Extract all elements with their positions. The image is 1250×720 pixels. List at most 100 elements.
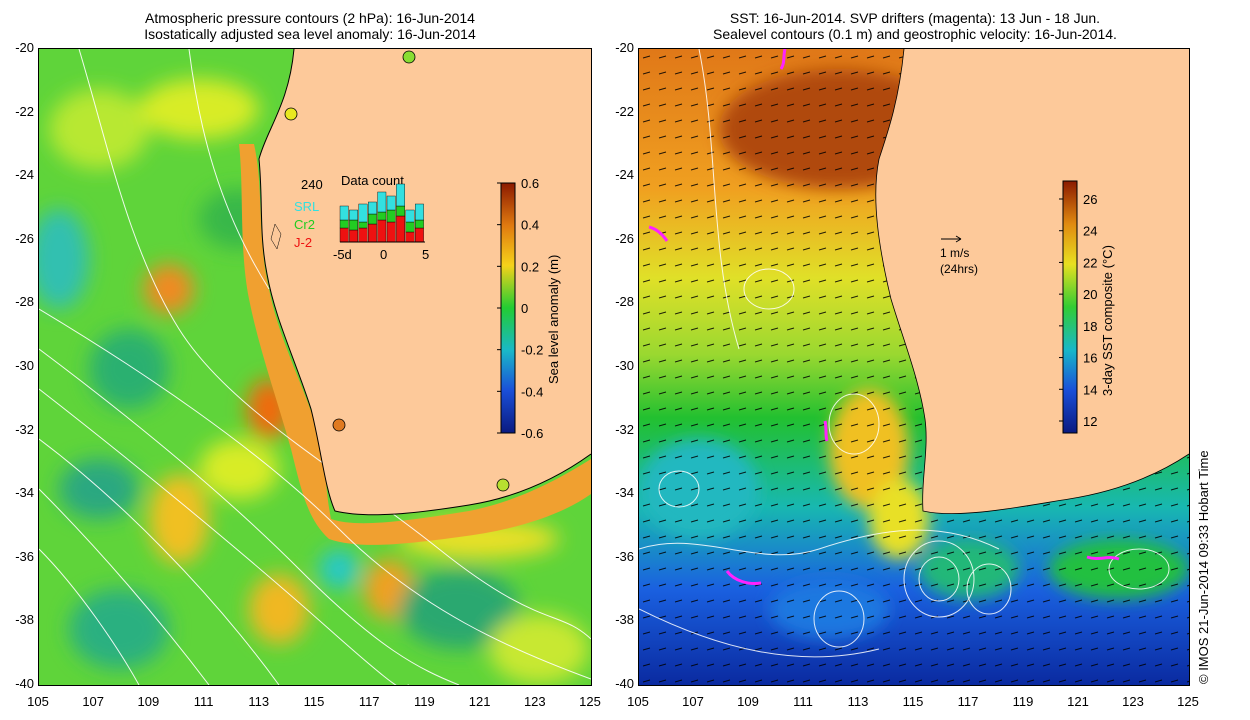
sla-colorbar-label: Sea level anomaly (m) [546,254,561,384]
x-tick-label: 109 [137,694,160,709]
y-tick-label: -26 [15,230,34,246]
inset-title: Data count [341,173,404,188]
x-tick-label: 109 [737,694,759,709]
legend-srl: SRL [294,199,319,214]
x-tick-label: 105 [27,694,49,709]
x-tick-label: 119 [1012,694,1034,709]
inset-bars [339,183,424,243]
sea-level-anomaly-map: 240 Data count SRL Cr2 J-2 -5d 0 5 [38,48,592,686]
data-count-inset: 240 Data count SRL Cr2 J-2 -5d 0 5 [294,173,429,262]
inset-bar-segment [396,205,405,217]
svp-drifter-tracks [648,49,1120,585]
y-tick-label: -24 [15,167,34,183]
sla-map-canvas: 240 Data count SRL Cr2 J-2 -5d 0 5 [39,49,591,685]
x-tick-label: 117 [358,694,380,709]
left-title-line2: Isostatically adjusted sea level anomaly… [144,26,476,42]
y-tick-label: -34 [615,485,634,501]
left-map-title: Atmospheric pressure contours (2 hPa): 1… [80,10,540,42]
vector-key-speed: 1 m/s [940,246,969,260]
inset-bar-segment [368,201,377,215]
y-tick-label: -22 [615,103,634,119]
inset-bar-segment [386,195,396,211]
inset-max-label: 240 [301,177,323,192]
x-tick-label: 115 [902,694,924,709]
sst-colorbar-label: 3-day SST composite (°C) [1100,245,1115,396]
colorbar-tick-label: 14 [1083,382,1097,397]
coastline [875,49,1189,515]
tide-gauge-marker [284,107,298,121]
colorbar-tick-label: 26 [1083,192,1097,207]
colorbar-tick-label: 0 [521,301,528,316]
y-tick-label: -34 [15,485,34,501]
colorbar-tick-label: -0.6 [521,426,543,441]
inset-bar-segment [405,231,415,243]
colorbar-tick-label: 24 [1083,224,1097,239]
inset-bar-segment [349,209,358,221]
inset-bar-segment [415,219,424,229]
colorbar-tick-label: 20 [1083,287,1097,302]
colorbar-tick-label: 0.4 [521,218,539,233]
x-tick-label: 123 [523,694,546,709]
x-tick-label: 119 [414,694,435,709]
x-tick-label: 117 [957,694,979,709]
right-title-line1: SST: 16-Jun-2014. SVP drifters (magenta)… [729,10,1101,26]
x-tick-label: 111 [793,694,813,709]
y-tick-label: -38 [15,612,34,628]
sealevel-contours [639,49,1170,658]
y-tick-label: -36 [615,548,634,564]
x-tick-label: 121 [468,694,491,709]
inset-bar-segment [358,203,368,223]
tide-gauge-marker [332,418,346,432]
inset-bar-segment [386,221,396,243]
sst-map-canvas: 1 m/s (24hrs) 26 24 22 20 18 16 14 12 [639,49,1189,685]
x-tick-label: 115 [303,694,325,709]
x-tick-label: 107 [682,694,704,709]
y-tick-label: -32 [15,421,34,437]
y-tick-label: -20 [15,40,34,55]
x-tick-label: 107 [82,694,105,709]
inset-bar-segment [396,215,405,243]
y-tick-label: -26 [615,230,634,246]
vector-key-period: (24hrs) [940,262,978,276]
inset-xtick: 0 [380,247,387,262]
colorbar-tick-label: 0.2 [521,259,539,274]
inset-bar-segment [349,219,358,231]
colorbar-tick-label: 12 [1083,414,1097,429]
x-tick-label: 113 [847,694,869,709]
inset-bar-segment [339,227,349,243]
inset-bar-segment [405,209,415,223]
pressure-contours [39,49,591,685]
inset-bar-segment [339,219,349,229]
inset-bar-segment [349,229,358,243]
inset-bar-segment [415,227,424,243]
y-tick-label: -24 [615,167,634,183]
inset-bar-segment [377,211,387,221]
y-tick-label: -22 [15,103,34,119]
x-tick-label: 105 [627,694,649,709]
sst-map: 1 m/s (24hrs) 26 24 22 20 18 16 14 12 [638,48,1190,686]
y-tick-label: -36 [15,548,34,564]
x-tick-label: 121 [1067,694,1089,709]
y-tick-label: -20 [615,40,634,55]
tide-gauge-marker [496,478,510,492]
australia-landmass [875,49,1189,514]
legend-j2: J-2 [294,235,312,250]
inset-bar-segment [358,227,368,243]
colorbar-tick-label: 16 [1083,351,1097,366]
legend-cr2: Cr2 [294,217,315,232]
inset-xtick: 5 [422,247,429,262]
inset-bar-segment [368,213,377,225]
x-tick-label: 123 [1122,694,1144,709]
inset-bar-segment [358,221,368,229]
tide-gauge-marker [402,50,416,64]
colorbar-tick-label: 18 [1083,319,1097,334]
y-tick-label: -30 [15,358,34,373]
coastline [258,49,591,516]
inset-bar-segment [368,223,377,243]
y-tick-label: -30 [615,358,634,373]
sst-colorbar: 26 24 22 20 18 16 14 12 [1059,180,1097,434]
leeuwin-current-band [239,144,591,545]
y-tick-label: -28 [15,294,34,310]
inset-xtick: -5d [333,247,352,262]
vector-key: 1 m/s (24hrs) [940,235,978,276]
